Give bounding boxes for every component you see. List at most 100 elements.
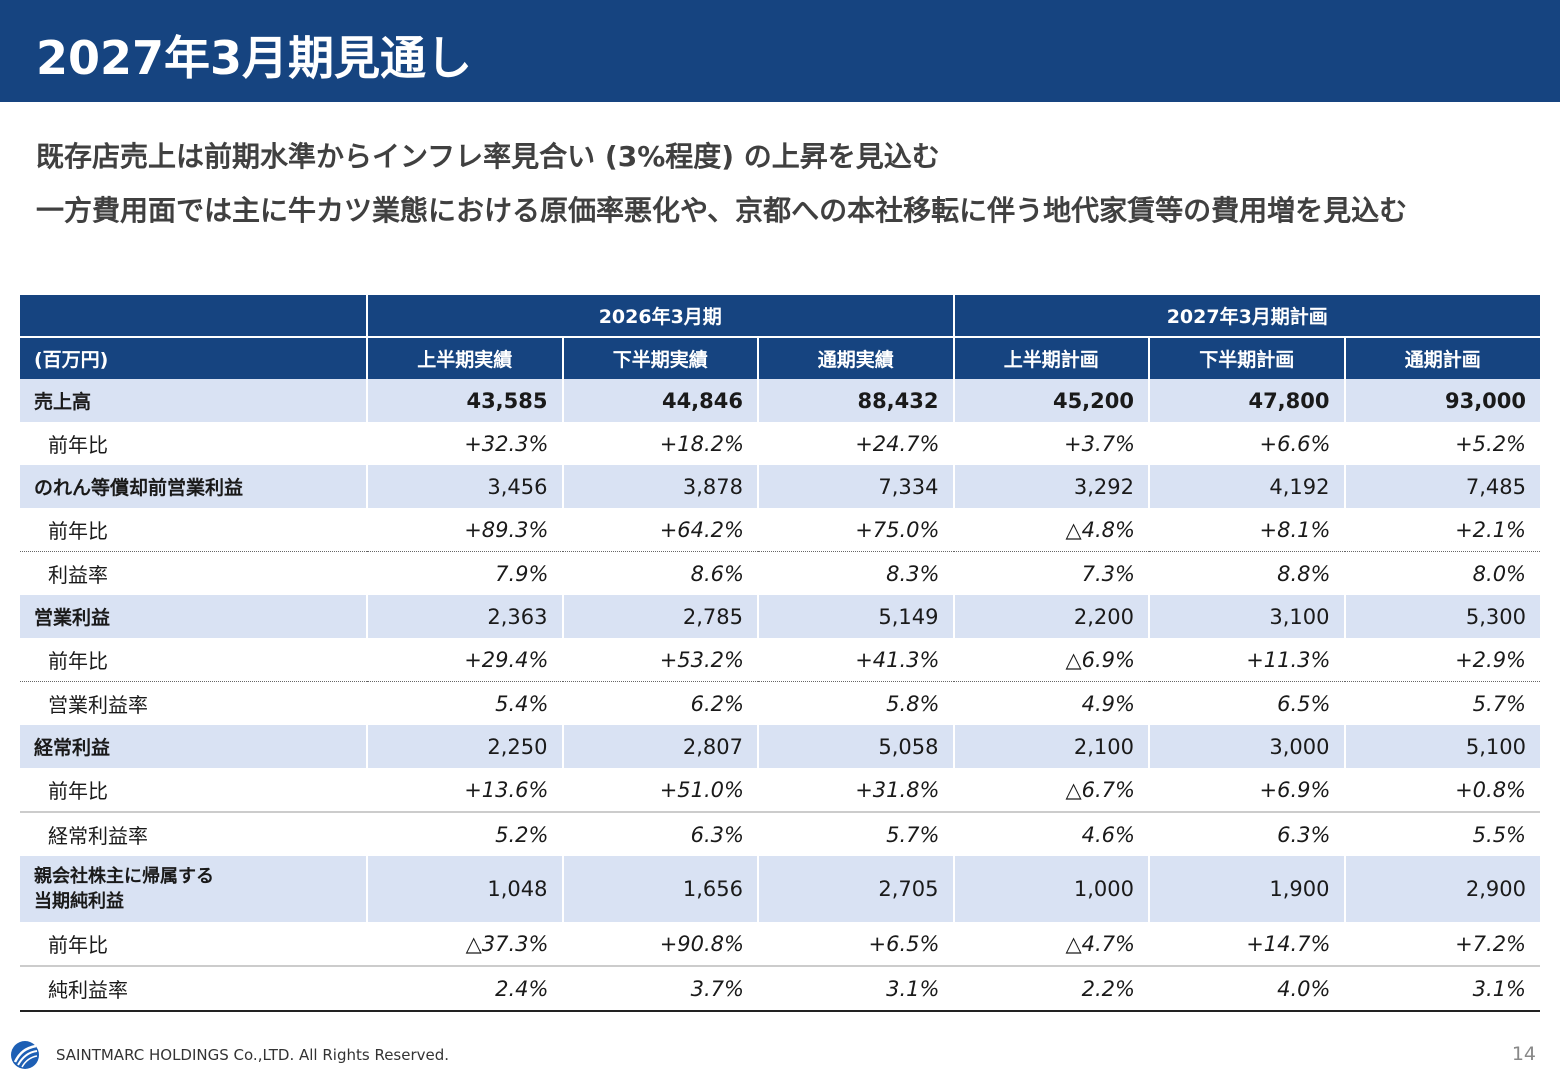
table-cell: +53.2% — [562, 638, 758, 682]
table-cell: +24.7% — [758, 422, 954, 465]
table-cell: 8.8% — [1149, 551, 1345, 595]
row-label: 前年比 — [20, 768, 367, 813]
table-cell: +3.7% — [953, 422, 1149, 465]
table-row-margin: 経常利益率 5.2% 6.3% 5.7% 4.6% 6.3% 5.5% — [20, 812, 1541, 856]
table-cell: 2,900 — [1343, 856, 1541, 922]
table-cell: +32.3% — [367, 422, 563, 465]
row-label: 売上高 — [20, 379, 367, 422]
row-label-line-1: 親会社株主に帰属する — [34, 866, 214, 887]
table-cell: 88,432 — [757, 379, 954, 422]
table-cell: 2.4% — [367, 966, 563, 1012]
table-cell: +2.1% — [1344, 508, 1541, 552]
table-cell: △4.8% — [953, 508, 1149, 552]
column-header: 通期計画 — [1343, 337, 1541, 379]
table-row-yoy: 前年比 +32.3% +18.2% +24.7% +3.7% +6.6% +5.… — [20, 422, 1541, 465]
table-cell: +90.8% — [562, 922, 758, 967]
table-cell: 7.9% — [367, 551, 563, 595]
table-cell: +2.9% — [1344, 638, 1541, 682]
table-cell: 5,100 — [1343, 725, 1541, 768]
company-logo-icon — [10, 1040, 40, 1070]
table-cell: △4.7% — [953, 922, 1149, 967]
table-cell: 3,000 — [1148, 725, 1345, 768]
row-label: 親会社株主に帰属する 当期純利益 — [20, 856, 367, 922]
table-cell: +41.3% — [758, 638, 954, 682]
row-label: 経常利益 — [20, 725, 367, 768]
table-cell: 4.6% — [953, 812, 1149, 856]
row-label: 前年比 — [20, 922, 367, 967]
table-cell: 4.9% — [953, 681, 1149, 725]
summary-line-2: 一方費用面では主に牛カツ業態における原価率悪化や、京都への本社移転に伴う地代家賃… — [36, 194, 1408, 227]
table-cell: 2,200 — [952, 595, 1149, 638]
table-row-yoy: 前年比 +13.6% +51.0% +31.8% △6.7% +6.9% +0.… — [20, 768, 1541, 813]
table-cell: +0.8% — [1344, 768, 1541, 813]
table-row-ebitda-pre-goodwill: のれん等償却前営業利益 3,456 3,878 7,334 3,292 4,19… — [20, 465, 1541, 508]
summary-line-1: 既存店売上は前期水準からインフレ率見合い (3%程度) の上昇を見込む — [36, 140, 940, 173]
table-cell: 8.0% — [1344, 551, 1541, 595]
table-cell: 6.3% — [1149, 812, 1345, 856]
table-cell: +6.9% — [1149, 768, 1345, 813]
table-cell: 2,100 — [952, 725, 1149, 768]
forecast-table: 2026年3月期 2027年3月期計画 (百万円) 上半期実績 下半期実績 通期… — [20, 295, 1541, 1012]
row-label: 営業利益率 — [20, 681, 367, 725]
title-bar: 2027年3月期見通し — [0, 0, 1560, 102]
row-label: 経常利益率 — [20, 812, 367, 856]
table-column-header-row: (百万円) 上半期実績 下半期実績 通期実績 上半期計画 下半期計画 通期計画 — [20, 337, 1541, 379]
table-cell: 2,807 — [561, 725, 758, 768]
table-cell: +75.0% — [758, 508, 954, 552]
table-cell: +5.2% — [1344, 422, 1541, 465]
table-cell: 5.5% — [1344, 812, 1541, 856]
row-label: 純利益率 — [20, 966, 367, 1012]
column-header: 通期実績 — [757, 337, 954, 379]
table-cell: △6.7% — [953, 768, 1149, 813]
table-row-margin: 営業利益率 5.4% 6.2% 5.8% 4.9% 6.5% 5.7% — [20, 681, 1541, 725]
table-cell: 7.3% — [953, 551, 1149, 595]
table-cell: 3.1% — [1344, 966, 1541, 1012]
table-cell: 4.0% — [1149, 966, 1345, 1012]
table-row-yoy: 前年比 +89.3% +64.2% +75.0% △4.8% +8.1% +2.… — [20, 508, 1541, 552]
table-cell: 1,000 — [952, 856, 1149, 922]
table-cell: 5,300 — [1343, 595, 1541, 638]
unit-label: (百万円) — [20, 337, 367, 379]
column-header: 上半期実績 — [366, 337, 563, 379]
table-cell: △6.9% — [953, 638, 1149, 682]
table-cell: 2,785 — [561, 595, 758, 638]
table-cell: +8.1% — [1149, 508, 1345, 552]
summary-notes: 既存店売上は前期水準からインフレ率見合い (3%程度) の上昇を見込む 一方費用… — [36, 130, 1407, 238]
table-cell: 3,878 — [561, 465, 758, 508]
table-cell: 2,363 — [366, 595, 563, 638]
table-cell: +89.3% — [367, 508, 563, 552]
table-cell: 1,048 — [366, 856, 563, 922]
table-cell: 5,058 — [757, 725, 954, 768]
table-cell: +6.5% — [758, 922, 954, 967]
row-label: 前年比 — [20, 422, 367, 465]
table-cell: 1,900 — [1148, 856, 1345, 922]
table-cell: 3.1% — [758, 966, 954, 1012]
table-cell: 7,485 — [1343, 465, 1541, 508]
table-cell: 6.5% — [1149, 681, 1345, 725]
column-header: 下半期実績 — [561, 337, 758, 379]
table-cell: 4,192 — [1148, 465, 1345, 508]
table-cell: 2.2% — [953, 966, 1149, 1012]
row-label: 営業利益 — [20, 595, 367, 638]
column-header: 下半期計画 — [1148, 337, 1345, 379]
table-cell: 3.7% — [562, 966, 758, 1012]
table-cell: 93,000 — [1343, 379, 1541, 422]
table-cell: 5.7% — [1344, 681, 1541, 725]
table-cell: 47,800 — [1148, 379, 1345, 422]
row-label-line-2: 当期純利益 — [34, 891, 124, 912]
row-label: 前年比 — [20, 638, 367, 682]
table-group-header-row: 2026年3月期 2027年3月期計画 — [20, 295, 1541, 338]
table-row-operating-profit: 営業利益 2,363 2,785 5,149 2,200 3,100 5,300 — [20, 595, 1541, 638]
table-cell: 3,456 — [366, 465, 563, 508]
column-header: 上半期計画 — [952, 337, 1149, 379]
page-title: 2027年3月期見通し — [36, 31, 473, 85]
table-cell: +18.2% — [562, 422, 758, 465]
copyright-text: SAINTMARC HOLDINGS Co.,LTD. All Rights R… — [56, 1046, 450, 1064]
table-cell: +14.7% — [1149, 922, 1345, 967]
table-cell: +7.2% — [1344, 922, 1541, 967]
table-cell: 1,656 — [561, 856, 758, 922]
table-cell: +51.0% — [562, 768, 758, 813]
table-cell: +13.6% — [367, 768, 563, 813]
table-cell: 2,705 — [757, 856, 954, 922]
table-cell: 7,334 — [757, 465, 954, 508]
